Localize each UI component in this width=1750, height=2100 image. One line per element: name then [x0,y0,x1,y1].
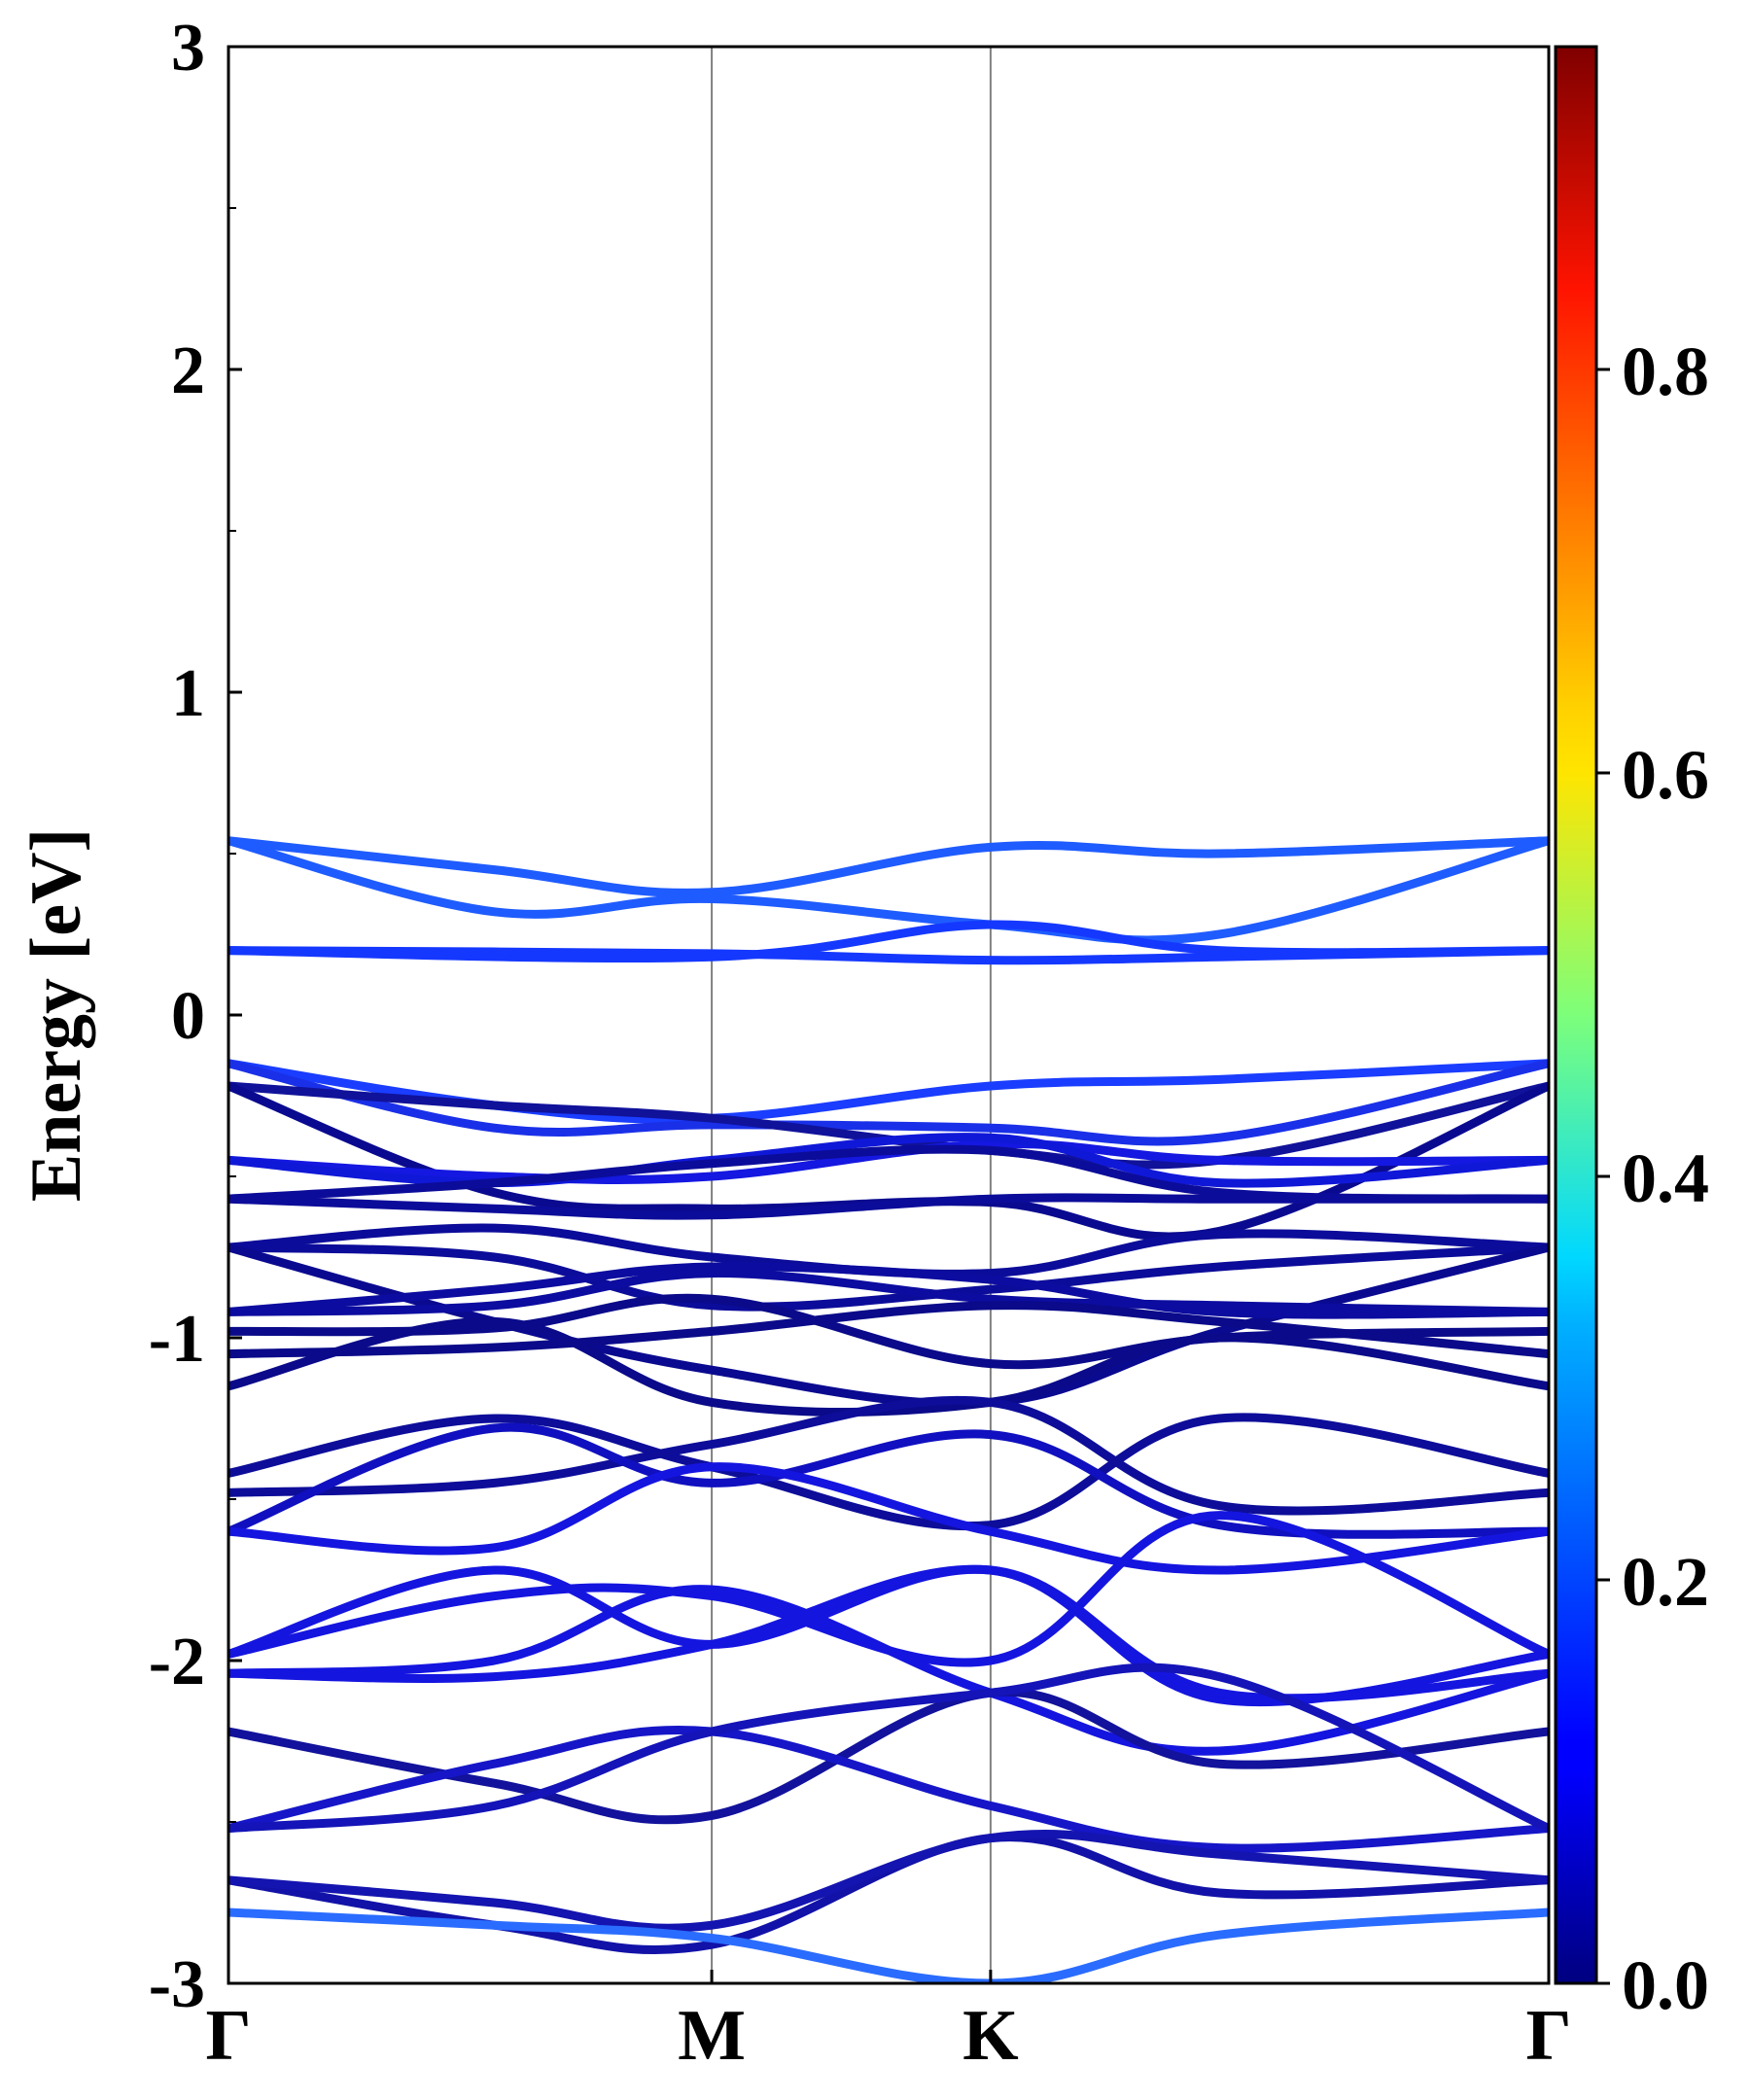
colorbar [1554,45,1598,1985]
band-line-29 [228,1687,1549,1825]
band-line-4 [228,946,1549,965]
band-line-14 [228,1242,1549,1312]
band-line-12 [228,1193,1549,1220]
colorbar-tick-label: 0.4 [1622,1139,1709,1217]
band-line-33 [228,1830,1549,1933]
y-tick-label: -2 [149,1625,205,1699]
band-line-31 [228,1662,1549,1834]
y-tick-label: 2 [171,333,205,408]
band-line-34 [228,1908,1549,1983]
y-tick-label: 0 [171,979,205,1054]
high-symmetry-lines [711,47,992,1983]
y-tick-label: 1 [171,656,205,731]
colorbar-ticks: 0.0 0.2 0.4 0.6 0.8 [1596,332,1709,2024]
x-tick-label: M [678,1996,746,2076]
band-line-27 [228,1585,1549,1756]
colorbar-tick-label: 0.2 [1622,1543,1709,1621]
colorbar-tick-label: 0.0 [1622,1946,1709,2024]
y-tick-label: 3 [171,11,205,86]
band-line-23 [228,1422,1549,1539]
x-tick-label: K [962,1996,1019,2076]
band-line-6 [228,1059,1549,1146]
band-line-1 [228,836,1549,945]
band-series-group [228,836,1549,1983]
colorbar-tick-label: 0.8 [1622,332,1709,410]
y-tick-label: -1 [149,1302,205,1377]
band-line-2 [228,836,1549,897]
y-axis-ticks: 3 2 1 0 -1 -2 -3 [149,11,242,2022]
band-line-30 [228,1725,1549,1853]
y-axis-label: Energy [eV] [17,828,96,1202]
band-line-16 [228,1262,1549,1319]
band-line-18 [228,1293,1549,1370]
x-tick-label: Γ [1525,1996,1571,2076]
band-line-17 [228,1269,1549,1316]
colorbar-tick-label: 0.6 [1622,736,1709,814]
x-tick-label: Γ [205,1996,251,2076]
band-line-22 [228,1395,1549,1516]
band-line-21 [228,1413,1549,1531]
band-line-24 [228,1462,1549,1575]
band-line-19 [228,1301,1549,1359]
y-tick-label: -3 [149,1947,205,2022]
